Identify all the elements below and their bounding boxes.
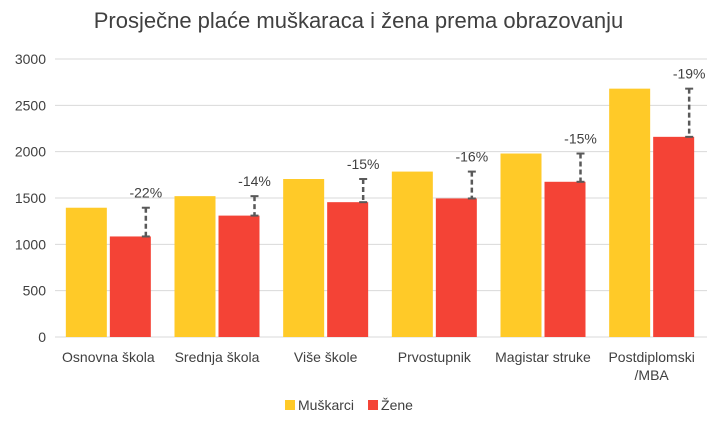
bar-Muškarci (174, 196, 216, 337)
gap-label: -16% (455, 149, 488, 165)
legend-swatch (285, 400, 295, 410)
legend-swatch (368, 400, 379, 410)
bar-Muškarci (609, 88, 651, 337)
bar-Žene (435, 198, 477, 337)
legend-label: Muškarci (298, 397, 354, 413)
x-tick-label: Postdiplomski (608, 349, 694, 365)
y-tick-label: 2000 (15, 144, 46, 160)
bar-Žene (218, 215, 260, 337)
bar-Žene (653, 136, 695, 337)
bar-Muškarci (65, 207, 107, 337)
bar-Žene (544, 181, 586, 337)
gap-label: -19% (673, 66, 706, 82)
y-tick-label: 2500 (15, 97, 46, 113)
gap-label: -14% (238, 173, 271, 189)
x-tick-label: Više škole (294, 349, 358, 365)
x-tick-label: Magistar struke (495, 349, 591, 365)
legend-label: Žene (381, 397, 413, 413)
y-tick-label: 3000 (15, 51, 46, 67)
y-tick-label: 500 (23, 283, 47, 299)
gap-label: -22% (129, 185, 162, 201)
chart-title: Prosječne plaće muškaraca i žena prema o… (93, 8, 624, 33)
bar-Muškarci (500, 153, 542, 337)
y-tick-label: 1000 (15, 236, 46, 252)
x-tick-label: /MBA (635, 367, 670, 383)
bar-Žene (327, 202, 369, 337)
gap-label: -15% (347, 156, 380, 172)
gap-label: -15% (564, 131, 597, 147)
x-tick-label: Prvostupnik (398, 349, 472, 365)
x-tick-label: Srednja škola (175, 349, 260, 365)
bar-Muškarci (283, 179, 325, 337)
bar-Muškarci (391, 171, 433, 337)
y-tick-label: 0 (38, 329, 46, 345)
bar-Žene (109, 236, 151, 337)
x-tick-label: Osnovna škola (62, 349, 155, 365)
y-tick-label: 1500 (15, 190, 46, 206)
